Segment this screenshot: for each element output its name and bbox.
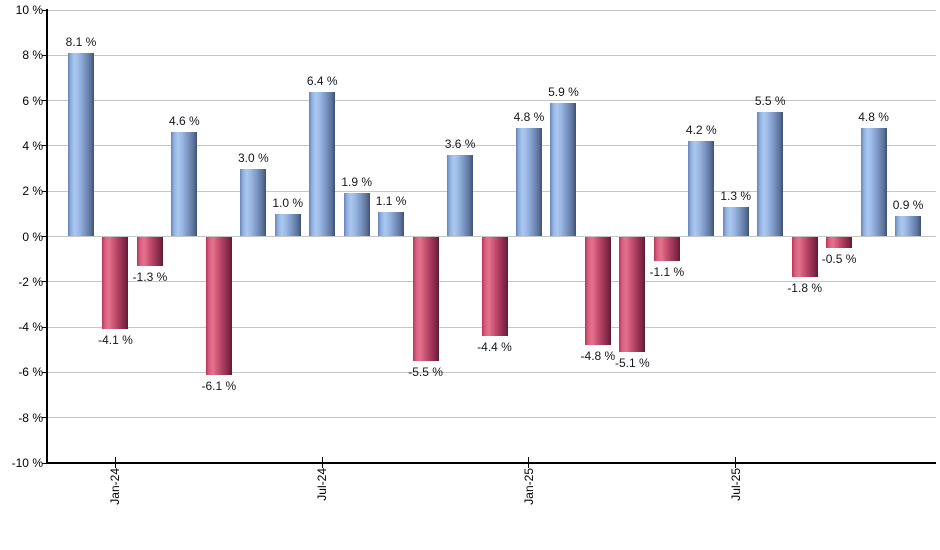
bar-Nov-24 bbox=[447, 154, 474, 237]
y-axis-label: 6 % bbox=[22, 93, 43, 108]
value-label-Jul-24: 6.4 % bbox=[306, 73, 338, 88]
x-axis-line bbox=[46, 462, 936, 464]
bar-Jan-24 bbox=[102, 236, 129, 330]
bar-Feb-25 bbox=[550, 102, 577, 237]
value-label-Jun-25: 4.2 % bbox=[685, 123, 717, 138]
bar-Nov-25 bbox=[860, 127, 887, 237]
value-label-Nov-25: 4.8 % bbox=[858, 109, 889, 124]
y-axis-tick bbox=[42, 281, 47, 283]
x-axis-tick bbox=[735, 457, 737, 468]
value-label-Jun-24: 1.0 % bbox=[272, 195, 304, 210]
bar-Dec-25 bbox=[895, 216, 922, 237]
bar-Jul-24 bbox=[309, 91, 336, 237]
bar-Mar-25 bbox=[584, 236, 611, 346]
bar-May-24 bbox=[240, 168, 267, 237]
y-axis-label: -6 % bbox=[18, 365, 43, 380]
bar-May-25 bbox=[653, 236, 680, 262]
value-label-Oct-25: -0.5 % bbox=[821, 251, 857, 266]
bar-Dec-24 bbox=[481, 236, 508, 337]
y-axis-label: 4 % bbox=[22, 138, 43, 153]
y-axis-tick bbox=[42, 54, 47, 56]
gridline bbox=[48, 417, 936, 419]
value-label-Feb-24: -1.3 % bbox=[132, 269, 168, 284]
value-label-Nov-24: 3.6 % bbox=[444, 136, 476, 151]
bar-Mar-24 bbox=[171, 132, 198, 237]
y-axis-tick bbox=[42, 371, 47, 373]
value-label-Dec-25: 0.9 % bbox=[892, 198, 924, 213]
bar-Apr-24 bbox=[205, 236, 232, 375]
x-axis-tick bbox=[114, 457, 116, 468]
y-axis-tick bbox=[42, 462, 47, 464]
value-label-Sep-25: -1.8 % bbox=[787, 281, 822, 296]
value-label-Apr-24: -6.1 % bbox=[201, 378, 237, 393]
gridline bbox=[48, 371, 936, 373]
bar-Jun-24 bbox=[274, 213, 301, 237]
x-axis-label: Jan-24 bbox=[108, 468, 123, 505]
value-label-Dec-23: 8.1 % bbox=[65, 35, 97, 50]
bar-Dec-23 bbox=[68, 53, 94, 237]
bar-Apr-25 bbox=[619, 236, 646, 352]
y-axis-line bbox=[46, 9, 48, 464]
value-label-Dec-24: -4.4 % bbox=[477, 340, 512, 355]
y-axis-label: -8 % bbox=[18, 410, 43, 425]
x-axis-tick bbox=[321, 457, 323, 468]
y-axis-label: -4 % bbox=[18, 320, 43, 335]
bar-Aug-25 bbox=[757, 111, 784, 237]
x-axis-label: Jul-24 bbox=[315, 468, 330, 501]
value-label-May-24: 3.0 % bbox=[237, 150, 269, 165]
y-axis-tick bbox=[42, 9, 47, 11]
value-label-Jul-25: 1.3 % bbox=[720, 189, 752, 204]
y-axis-tick bbox=[42, 417, 47, 419]
y-axis-label: 8 % bbox=[22, 48, 43, 63]
gridline bbox=[48, 145, 936, 147]
y-axis-tick bbox=[42, 100, 47, 102]
bar-Oct-25 bbox=[826, 236, 853, 248]
bar-Sep-25 bbox=[791, 236, 818, 278]
bar-Sep-24 bbox=[378, 211, 405, 237]
gridline bbox=[48, 190, 936, 192]
bar-Jun-25 bbox=[688, 141, 715, 237]
gridline bbox=[48, 9, 936, 11]
value-label-Feb-25: 5.9 % bbox=[548, 84, 579, 99]
gridline bbox=[48, 54, 936, 56]
y-axis-tick bbox=[42, 145, 47, 147]
bar-Feb-24 bbox=[136, 236, 163, 266]
y-axis-tick bbox=[42, 326, 47, 328]
y-axis-tick bbox=[42, 190, 47, 192]
value-label-Sep-24: 1.1 % bbox=[375, 193, 407, 208]
value-label-May-25: -1.1 % bbox=[649, 265, 685, 280]
value-label-Aug-24: 1.9 % bbox=[341, 175, 373, 190]
bar-Jan-25 bbox=[515, 127, 542, 237]
value-label-Apr-25: -5.1 % bbox=[615, 356, 650, 370]
bar-Aug-24 bbox=[343, 193, 370, 237]
value-label-Mar-24: 4.6 % bbox=[169, 114, 200, 129]
x-axis-tick bbox=[528, 457, 530, 468]
value-label-Jan-25: 4.8 % bbox=[513, 109, 545, 124]
x-axis-label: Jan-25 bbox=[521, 468, 536, 505]
y-axis-label: 2 % bbox=[22, 184, 43, 199]
y-axis-tick bbox=[42, 236, 47, 237]
y-axis-label: -2 % bbox=[18, 274, 43, 289]
bar-Jul-25 bbox=[722, 207, 749, 237]
x-axis-label: Jul-25 bbox=[728, 468, 743, 501]
y-axis-label: 10 % bbox=[15, 3, 43, 17]
value-label-Jan-24: -4.1 % bbox=[98, 333, 133, 348]
value-label-Mar-25: -4.8 % bbox=[580, 349, 616, 364]
value-label-Oct-24: -5.5 % bbox=[408, 365, 443, 380]
value-label-Aug-25: 5.5 % bbox=[754, 93, 786, 108]
y-axis-label: 0 % bbox=[22, 229, 43, 244]
bar-Oct-24 bbox=[412, 236, 439, 362]
y-axis-label: -10 % bbox=[11, 456, 43, 470]
gridline bbox=[48, 100, 936, 102]
